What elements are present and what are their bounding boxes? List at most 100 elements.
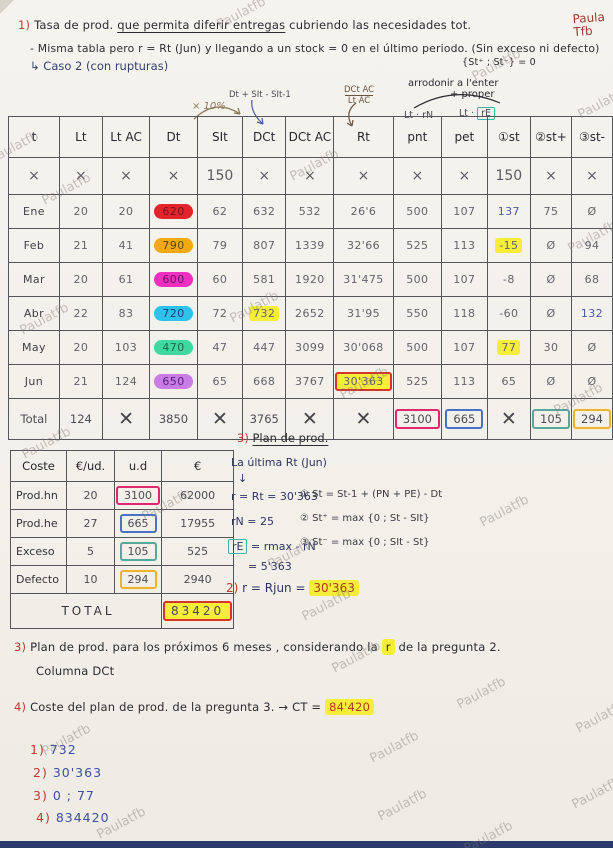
table-cell: Ø	[570, 364, 613, 399]
table-cell: 21	[58, 364, 103, 399]
cell-value: u.d	[128, 459, 148, 473]
table-cell: Mar	[8, 262, 60, 297]
cell-value: ✕	[500, 408, 517, 430]
cell-value: Defecto	[16, 573, 59, 586]
table-cell: 1339	[285, 228, 335, 263]
cell-value: Mar	[22, 273, 45, 286]
watermark-text: Paulatfb	[375, 786, 430, 825]
table-cell: ✕	[196, 398, 243, 440]
cell-value: pet	[454, 130, 475, 144]
cell-value: 10	[83, 573, 98, 586]
table-cell: 500	[392, 330, 442, 365]
cell-value: ②st+	[535, 130, 567, 144]
table-cell: 20	[58, 194, 103, 229]
answer-1: 1) 732	[30, 742, 77, 757]
table-row: Coste €/ud. u.d €	[10, 450, 235, 482]
table-cell: 32'66	[333, 228, 394, 263]
cell-value: 22	[73, 307, 89, 320]
table-cell: 3850	[149, 398, 198, 440]
cell-value: 118	[453, 307, 476, 320]
title-underlined: que permita diferir entregas	[117, 18, 286, 32]
cell-value: 113	[453, 375, 476, 388]
cell-value: Prod.hn	[16, 489, 58, 502]
table-row: Exceso 5 105 525	[10, 537, 235, 566]
cell-value: 68	[584, 273, 600, 286]
cell-value: 3100	[394, 409, 440, 429]
table-cell: 107	[440, 194, 488, 229]
question-3: 3) Plan de prod. para los próximos 6 mes…	[14, 639, 501, 655]
table-cell: Total	[8, 398, 60, 440]
table-cell: 3767	[285, 364, 335, 399]
cell-value: 30'068	[343, 341, 384, 354]
cell-value: ✕	[301, 408, 318, 430]
cell-value: 30	[543, 341, 559, 354]
cell-value: 31'95	[346, 307, 380, 320]
rounding-note-line2: + proper	[450, 89, 495, 100]
column-header: DCt AC	[285, 116, 335, 158]
table-cell: 79	[196, 228, 243, 263]
cell-value: 500	[406, 205, 429, 218]
table-cell: 17955	[160, 509, 235, 538]
table-cell: 525	[160, 537, 235, 566]
cell-value: 17955	[180, 517, 216, 530]
cell-value: Lt AC	[110, 130, 142, 144]
cell-value: 83420	[163, 601, 233, 621]
answer-2: 2) 30'363	[33, 765, 102, 780]
scan-edge-strip	[0, 841, 613, 848]
question-2-number: 2)	[226, 581, 239, 595]
cell-value: ×	[167, 168, 180, 184]
watermark-text: Paulatfb	[367, 728, 422, 767]
cell-value: 77	[497, 340, 521, 355]
table-cell: 132	[570, 296, 613, 331]
cell-value: Coste	[22, 459, 55, 473]
table-cell: 447	[241, 330, 287, 365]
table-cell: ✕	[101, 398, 151, 440]
cell-value: 107	[453, 205, 476, 218]
table-cell: ×	[392, 157, 442, 195]
table-cell: 632	[241, 194, 287, 229]
table-cell: 3100	[114, 481, 162, 510]
column-header: DCt	[241, 116, 287, 158]
answer-1-number: 1)	[30, 742, 45, 757]
watermark-text: Paulatfb	[477, 492, 532, 531]
cell-value: 668	[253, 375, 276, 388]
signature-line2: Tfb	[572, 23, 593, 40]
cell-value: 65	[501, 375, 517, 388]
cell-value: 665	[119, 514, 157, 533]
table-cell: Feb	[8, 228, 60, 263]
answer-1-value: 732	[49, 742, 77, 757]
table-row: Mar 20 61 600 60 581 1920 31'475 500 107 -8 Ø 68	[8, 262, 613, 297]
table-cell: 105	[114, 537, 162, 566]
question-3-number: 3)	[14, 640, 27, 654]
question-3-sub: Columna DCt	[36, 664, 115, 678]
table-cell: 61	[101, 262, 151, 297]
cell-value: 3767	[295, 375, 325, 388]
answer-3-number: 3)	[33, 788, 48, 803]
table-cell: 105	[530, 398, 572, 440]
table-cell: 3765	[241, 398, 287, 440]
cell-value: 20	[83, 489, 98, 502]
rn-line: rN = 25	[231, 515, 274, 528]
cell-value: ×	[357, 168, 370, 184]
table-cell: 150	[486, 157, 532, 195]
rt-formula-denominator: Lt AC	[344, 95, 374, 106]
cell-value: 132	[580, 307, 604, 320]
plan-heading-number: 3)	[237, 431, 249, 445]
cell-value: 41	[118, 239, 134, 252]
cell-value: 525	[406, 375, 429, 388]
table-cell: Ene	[8, 194, 60, 229]
cell-value: 72	[212, 307, 228, 320]
table-cell: 20	[66, 481, 115, 510]
table-cell: 107	[440, 262, 488, 297]
cell-value: 600	[154, 272, 193, 287]
cell-value: 3100	[116, 486, 160, 505]
answer-4: 4) 834420	[36, 810, 110, 825]
cell-value: 3850	[158, 412, 189, 426]
table-cell: 2940	[160, 565, 235, 594]
cell-value: ✕	[118, 408, 134, 430]
cell-value: 107	[453, 341, 476, 354]
column-header: ②st+	[530, 116, 572, 158]
table-cell: 107	[440, 330, 488, 365]
table-cell: 30'363	[333, 364, 394, 399]
cell-value: 150	[206, 168, 234, 184]
